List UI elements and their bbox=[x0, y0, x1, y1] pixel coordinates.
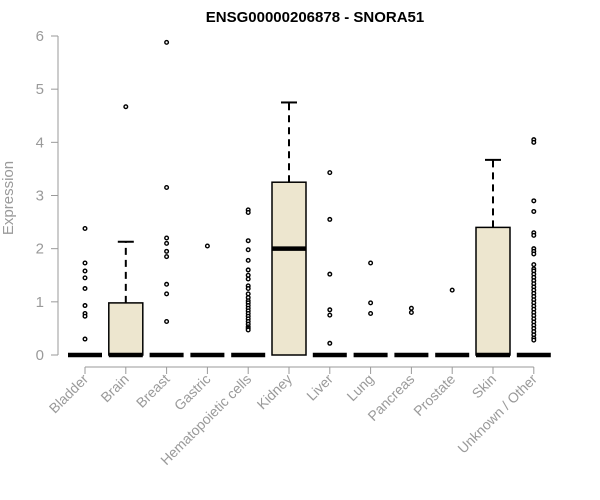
outlier-point bbox=[327, 340, 333, 346]
outlier-point bbox=[245, 327, 251, 333]
outlier-point bbox=[368, 311, 374, 317]
outlier-point bbox=[368, 300, 374, 306]
boxes-layer bbox=[68, 39, 551, 358]
x-tick-label: Bladder bbox=[46, 371, 92, 417]
outlier-point bbox=[245, 257, 251, 263]
outlier-point bbox=[531, 198, 537, 204]
outlier-point bbox=[164, 240, 170, 246]
outlier-point bbox=[531, 208, 537, 214]
box-group bbox=[394, 305, 429, 358]
box-group bbox=[190, 243, 225, 358]
outlier-point bbox=[327, 307, 333, 313]
outlier-point bbox=[327, 312, 333, 318]
box-group bbox=[108, 104, 144, 358]
y-axis-label: Expression bbox=[0, 161, 17, 235]
outlier-point bbox=[164, 291, 170, 297]
outlier-point bbox=[408, 309, 414, 315]
y-tick-label: 5 bbox=[36, 81, 44, 98]
y-tick-label: 0 bbox=[36, 347, 44, 364]
box-body bbox=[475, 226, 511, 356]
x-tick-label: Breast bbox=[133, 371, 173, 411]
x-tick-label: Lung bbox=[343, 371, 376, 404]
x-tick-label: Liver bbox=[303, 371, 336, 404]
box-group bbox=[149, 39, 184, 358]
outlier-point bbox=[531, 232, 537, 238]
y-tick-label: 2 bbox=[36, 241, 44, 258]
outlier-point bbox=[164, 281, 170, 287]
outlier-point bbox=[327, 170, 333, 176]
box-body bbox=[271, 181, 307, 356]
outlier-point bbox=[164, 235, 170, 241]
outlier-point bbox=[327, 216, 333, 222]
x-tick-label: Brain bbox=[97, 371, 131, 405]
outlier-point bbox=[531, 139, 537, 145]
outlier-point bbox=[164, 248, 170, 254]
outlier-point bbox=[82, 225, 88, 231]
outlier-point bbox=[82, 286, 88, 292]
outlier-point bbox=[531, 337, 537, 343]
outlier-point bbox=[164, 185, 170, 191]
y-tick-label: 3 bbox=[36, 188, 44, 205]
x-tick-label: Kidney bbox=[254, 371, 296, 413]
outlier-point bbox=[164, 254, 170, 260]
box-group bbox=[68, 225, 102, 358]
outlier-point bbox=[531, 262, 537, 268]
outlier-point bbox=[245, 276, 251, 282]
outlier-point bbox=[123, 104, 129, 110]
outlier-point bbox=[245, 267, 251, 273]
outlier-point bbox=[245, 238, 251, 244]
box-group bbox=[516, 137, 551, 358]
outlier-point bbox=[245, 286, 251, 292]
y-tick-label: 6 bbox=[36, 28, 44, 45]
box-group bbox=[271, 101, 307, 356]
y-tick-label: 1 bbox=[36, 294, 44, 311]
outlier-point bbox=[164, 319, 170, 325]
box-group bbox=[312, 170, 347, 358]
outlier-point bbox=[82, 313, 88, 319]
outlier-point bbox=[82, 268, 88, 274]
outlier-point bbox=[204, 243, 210, 249]
y-tick-label: 4 bbox=[36, 134, 44, 151]
box-group bbox=[353, 260, 388, 358]
outlier-point bbox=[327, 271, 333, 277]
outlier-point bbox=[449, 287, 455, 293]
box-group bbox=[231, 207, 266, 358]
chart-title: ENSG00000206878 - SNORA51 bbox=[206, 9, 424, 26]
box-body bbox=[108, 302, 144, 356]
outlier-point bbox=[164, 39, 170, 45]
outlier-point bbox=[245, 247, 251, 253]
x-tick-label: Skin bbox=[469, 371, 500, 402]
outlier-point bbox=[408, 305, 414, 311]
box-group bbox=[435, 287, 470, 358]
outlier-point bbox=[82, 336, 88, 342]
outlier-point bbox=[531, 251, 537, 257]
outlier-point bbox=[82, 303, 88, 309]
outlier-point bbox=[82, 275, 88, 281]
outlier-point bbox=[245, 210, 251, 216]
box-group bbox=[475, 158, 511, 358]
x-tick-label: Prostate bbox=[410, 371, 458, 419]
outlier-point bbox=[82, 260, 88, 266]
outlier-point bbox=[368, 260, 374, 266]
